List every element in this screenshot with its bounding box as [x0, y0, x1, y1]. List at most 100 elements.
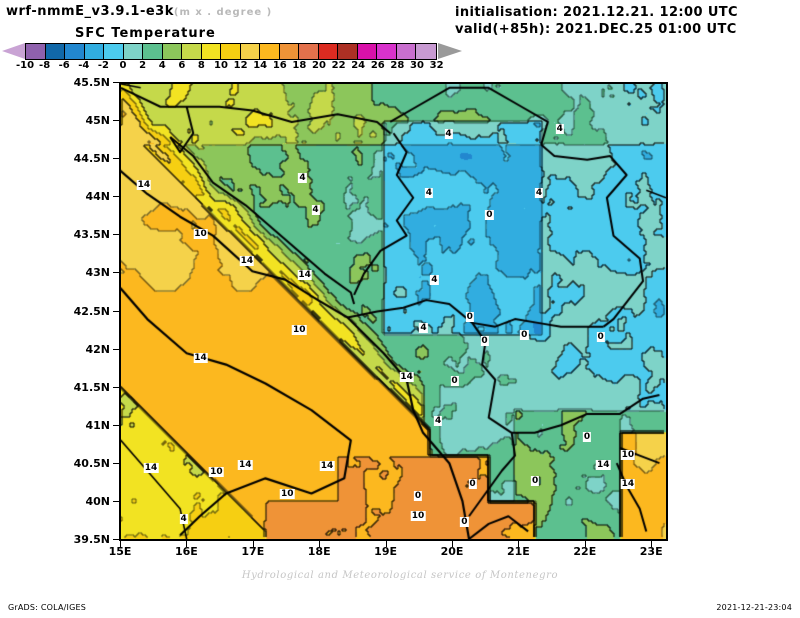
grads-attribution: GrADS: COLA/IGES — [8, 603, 87, 612]
colorbar-swatch-8 — [182, 44, 202, 59]
colorbar-tick-4: 4 — [158, 60, 166, 71]
contour-label: 10 — [193, 229, 208, 240]
colorbar-swatches — [25, 43, 437, 60]
lat-tick-43.5N: 43.5N — [73, 228, 110, 242]
colorbar-swatch-13 — [279, 44, 299, 59]
contour-label: 10 — [209, 466, 224, 477]
lon-tick-19E: 19E — [374, 545, 398, 558]
model-title-name: wrf-nmmE_v3.9.1-e3k — [6, 4, 174, 19]
lat-tick-39.5N: 39.5N — [73, 533, 110, 546]
lon-tickmark — [186, 541, 188, 547]
lat-tickmark — [113, 82, 119, 83]
colorbar-swatch-15 — [318, 44, 338, 59]
contour-label: 14 — [620, 479, 636, 490]
lon-tick-15E: 15E — [108, 545, 132, 558]
lon-tick-23E: 23E — [639, 545, 663, 558]
colorbar-swatch-17 — [357, 44, 377, 59]
lat-tickmark — [113, 348, 119, 350]
contour-label: 0 — [596, 331, 605, 342]
lon-tick-17E: 17E — [241, 545, 265, 558]
lon-tickmark — [319, 541, 321, 547]
contour-label: 10 — [291, 324, 307, 335]
contour-label: 4 — [311, 205, 320, 216]
colorbar-swatch-5 — [123, 44, 143, 59]
lat-tick-44.5N: 44.5N — [73, 152, 110, 166]
colorbar-swatch-2 — [65, 44, 85, 59]
lat-tick-43N: 43N — [85, 266, 110, 280]
contour-label: 14 — [399, 372, 414, 383]
lat-tick-42.5N: 42.5N — [73, 304, 110, 318]
lat-tick-40N: 40N — [85, 494, 110, 508]
temperature-field-canvas — [121, 84, 666, 539]
lat-tick-42N: 42N — [85, 342, 110, 356]
colorbar-over-arrow-icon — [438, 43, 462, 59]
contour-label: 14 — [239, 256, 255, 267]
contour-label: 4 — [179, 513, 188, 524]
colorbar-title: SFC Temperature — [75, 26, 216, 41]
colorbar-swatch-12 — [260, 44, 280, 59]
contour-label: 0 — [485, 209, 494, 220]
colorbar-swatch-0 — [26, 44, 46, 59]
colorbar-swatch-14 — [299, 44, 319, 59]
colorbar-tick-16: 16 — [272, 60, 287, 71]
colorbar-tick-6: 6 — [178, 60, 186, 71]
contour-label: 4 — [444, 128, 453, 139]
lon-tickmark — [252, 541, 254, 547]
colorbar-tick--10: -10 — [15, 60, 35, 71]
lat-tick-40.5N: 40.5N — [73, 456, 110, 470]
colorbar-swatch-6 — [143, 44, 163, 59]
initialisation-time: initialisation: 2021.12.21. 12:00 UTC — [455, 5, 738, 20]
contour-label: 4 — [298, 173, 307, 184]
lat-tickmark — [113, 158, 119, 160]
colorbar-tick--6: -6 — [58, 60, 70, 71]
colorbar-tick-28: 28 — [390, 60, 405, 71]
contour-label: 14 — [193, 352, 208, 363]
colorbar-tick-32: 32 — [429, 60, 444, 71]
contour-label: 0 — [468, 479, 477, 490]
contour-label: 0 — [520, 330, 529, 341]
lat-tickmark — [113, 196, 119, 198]
colorbar-tick-30: 30 — [410, 60, 424, 71]
colorbar-tick--2: -2 — [97, 60, 109, 71]
colorbar-swatch-10 — [221, 44, 241, 59]
valid-time: valid(+85h): 2021.DEC.25 01:00 UTC — [455, 22, 737, 37]
contour-label: 10 — [279, 488, 295, 499]
colorbar-tick-10: 10 — [214, 60, 228, 71]
colorbar-tick-20: 20 — [312, 60, 326, 71]
contour-label: 0 — [465, 311, 474, 322]
contour-label: 0 — [531, 476, 540, 487]
colorbar-tick--8: -8 — [39, 60, 51, 71]
colorbar-swatch-1 — [45, 44, 65, 59]
contour-label: 0 — [582, 431, 592, 442]
contour-label: 4 — [419, 323, 428, 334]
lat-tickmark — [113, 120, 119, 122]
lat-tickmark — [113, 310, 119, 312]
lat-tick-41.5N: 41.5N — [73, 380, 110, 394]
service-credit: Hydrological and Meteorological service … — [241, 570, 559, 581]
lat-tickmark — [113, 272, 119, 274]
contour-label: 14 — [297, 270, 312, 281]
render-timestamp: 2021-12-21-23:04 — [716, 603, 792, 612]
colorbar-swatch-18 — [377, 44, 397, 59]
contour-label: 4 — [534, 188, 544, 199]
colorbar-swatch-20 — [416, 44, 436, 59]
colorbar-tick-12: 12 — [233, 60, 248, 71]
contour-label: 10 — [620, 449, 636, 460]
model-title: wrf-nmmE_v3.9.1-e3k(m x . degree ) — [6, 4, 272, 19]
colorbar-under-arrow-icon — [2, 43, 25, 59]
contour-label: 10 — [410, 511, 426, 522]
lon-tickmark — [452, 541, 453, 547]
lon-tickmark — [385, 541, 387, 547]
colorbar-swatch-16 — [338, 44, 358, 59]
contour-label: 14 — [237, 460, 253, 471]
lat-tick-41N: 41N — [85, 418, 110, 432]
colorbar-swatch-9 — [201, 44, 221, 59]
lon-tickmark — [518, 541, 520, 547]
lon-tickmark — [651, 541, 653, 547]
lon-tickmark — [120, 541, 121, 547]
contour-label: 0 — [460, 517, 469, 528]
lon-tickmark — [584, 541, 586, 547]
colorbar-tick-labels: -10 -8 -6 -4 -2 0 2 4 6 8 10 12 14 16 18 20 22 24 26 28 30 32 — [0, 60, 470, 73]
colorbar-swatch-4 — [104, 44, 124, 59]
colorbar-swatch-11 — [240, 44, 260, 59]
